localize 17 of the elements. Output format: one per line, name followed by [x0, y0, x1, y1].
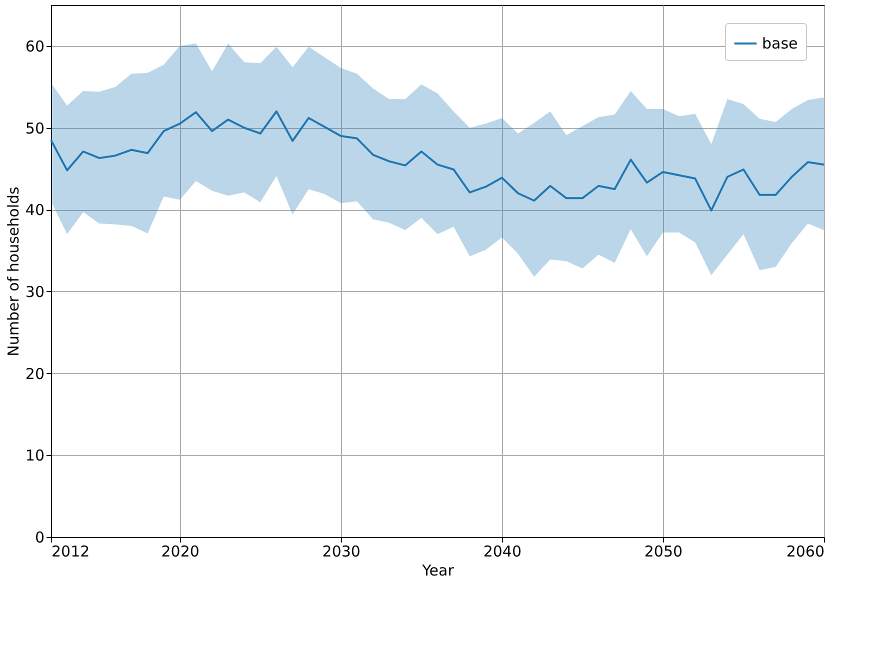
y-axis-title: Number of households [4, 186, 22, 356]
y-tick-label: 30 [25, 282, 44, 301]
y-tick-label: 60 [25, 37, 44, 56]
x-tick-label: 2040 [483, 542, 522, 560]
y-tick-label: 50 [25, 119, 44, 138]
x-axis-title: Year [421, 562, 455, 580]
x-tick-label: 2050 [644, 542, 683, 560]
y-tick-label: 40 [25, 201, 44, 220]
line-series [50, 110, 825, 212]
x-tick-label: 2030 [322, 542, 360, 560]
y-tick-label: 20 [25, 364, 44, 383]
y-tick-label: 10 [25, 446, 44, 465]
y-tick-label: 0 [34, 528, 44, 546]
x-tick-label: 2020 [161, 542, 200, 560]
x-tick-label: 2012 [52, 542, 90, 560]
x-tick-label: 2060 [786, 542, 824, 560]
legend-label: base [762, 34, 798, 52]
